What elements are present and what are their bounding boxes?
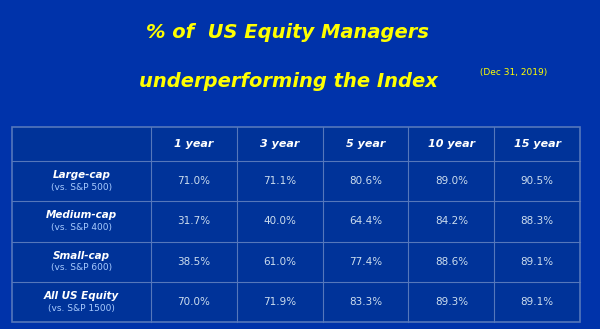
Text: 84.2%: 84.2% [435,216,468,226]
Text: 71.0%: 71.0% [178,176,211,186]
Text: underperforming the Index: underperforming the Index [139,72,437,91]
Text: 89.1%: 89.1% [521,257,554,267]
Text: 15 year: 15 year [514,139,560,149]
Text: 10 year: 10 year [428,139,475,149]
Text: 64.4%: 64.4% [349,216,382,226]
Text: (vs. S&P 400): (vs. S&P 400) [51,223,112,232]
Text: 3 year: 3 year [260,139,299,149]
Text: Medium-cap: Medium-cap [46,211,117,220]
Text: 71.9%: 71.9% [263,297,296,307]
Bar [12,127,580,322]
Text: Small-cap: Small-cap [53,251,110,261]
Text: 88.6%: 88.6% [435,257,468,267]
Text: (Dec 31, 2019): (Dec 31, 2019) [477,68,547,77]
Text: 89.0%: 89.0% [435,176,468,186]
Text: 70.0%: 70.0% [178,297,211,307]
Text: 5 year: 5 year [346,139,385,149]
Text: 40.0%: 40.0% [263,216,296,226]
Text: % of  US Equity Managers: % of US Equity Managers [146,23,430,42]
Text: 83.3%: 83.3% [349,297,382,307]
Text: 90.5%: 90.5% [521,176,554,186]
Text: 61.0%: 61.0% [263,257,296,267]
Text: 88.3%: 88.3% [521,216,554,226]
Text: 77.4%: 77.4% [349,257,382,267]
Text: 38.5%: 38.5% [178,257,211,267]
Text: 1 year: 1 year [175,139,214,149]
Text: 71.1%: 71.1% [263,176,296,186]
Text: Large-cap: Large-cap [53,170,110,180]
Text: 80.6%: 80.6% [349,176,382,186]
Text: 31.7%: 31.7% [178,216,211,226]
Text: (vs. S&P 600): (vs. S&P 600) [51,264,112,272]
Text: 89.3%: 89.3% [435,297,468,307]
Text: (vs. S&P 1500): (vs. S&P 1500) [48,304,115,313]
Text: 89.1%: 89.1% [521,297,554,307]
Text: (vs. S&P 500): (vs. S&P 500) [51,183,112,192]
Text: All US Equity: All US Equity [44,291,119,301]
